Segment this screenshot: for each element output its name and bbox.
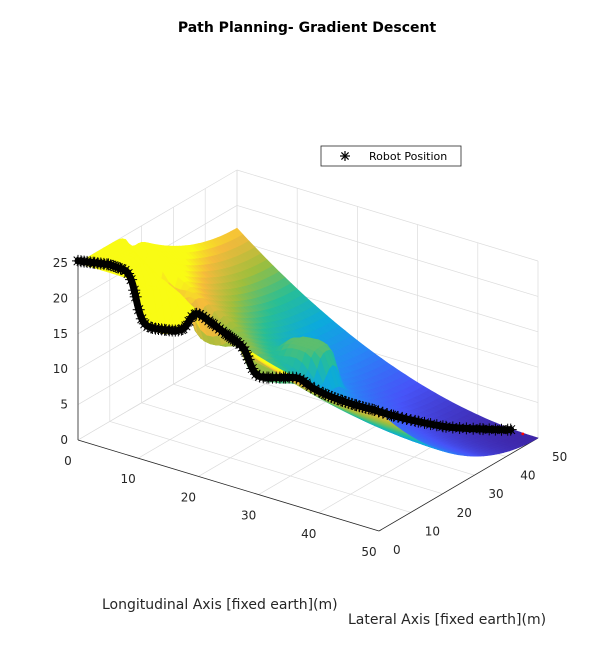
robot-position-marker	[290, 371, 303, 384]
potential-surface	[77, 227, 539, 457]
x-axis-label: Longitudinal Axis [fixed earth](m)	[102, 597, 338, 613]
robot-position-marker	[504, 423, 517, 436]
robot-position-marker	[308, 383, 321, 395]
grid-line	[236, 240, 539, 333]
x-tick-label: 10	[121, 472, 136, 486]
grid-line	[77, 346, 238, 441]
robot-position-marker	[430, 419, 443, 432]
robot-position-marker	[412, 415, 425, 428]
z-tick-label: 10	[53, 362, 68, 376]
z-tick-label: 0	[60, 433, 68, 447]
robot-position-marker	[128, 284, 141, 297]
robot-position-marker	[183, 315, 195, 328]
legend-label: Robot Position	[369, 150, 447, 163]
x-tick-label: 20	[181, 490, 196, 504]
robot-position-marker	[460, 422, 473, 435]
grid-line	[109, 421, 411, 513]
robot-path	[72, 254, 525, 436]
y-tick-label: 40	[520, 469, 535, 483]
x-tick-label: 50	[361, 545, 376, 559]
robot-position-marker	[132, 303, 145, 316]
grid-line	[236, 205, 539, 297]
robot-position-marker	[129, 290, 142, 303]
legend: Robot Position	[320, 145, 462, 167]
robot-position-marker	[236, 341, 249, 353]
legend-marker-asterisk-icon	[340, 151, 350, 161]
robot-position-marker	[125, 273, 138, 286]
y-tick-label: 50	[552, 450, 567, 464]
robot-position-marker	[467, 422, 480, 435]
chart-title: Path Planning- Gradient Descent	[178, 20, 437, 36]
y-tick-label: 30	[488, 487, 503, 501]
tick-labels: 0 10 20 30 40 50 0 10 20 30 40 50 0 5 10 15 20 25	[53, 256, 568, 559]
z-tick-label: 20	[53, 291, 68, 305]
x-tick-label: 40	[301, 527, 316, 541]
x-tick-label: 0	[64, 454, 72, 468]
goal-marker	[521, 432, 525, 436]
robot-position-marker	[102, 258, 115, 271]
grid-line	[236, 169, 539, 262]
z-tick-label: 25	[53, 256, 68, 270]
y-tick-label: 20	[457, 506, 472, 520]
legend-box	[320, 145, 462, 167]
grid-line	[173, 383, 475, 476]
y-tick-label: 0	[393, 543, 401, 557]
y-axis-label: Lateral Axis [fixed earth](m)	[348, 612, 546, 628]
z-tick-label: 5	[60, 398, 68, 412]
robot-position-marker	[418, 416, 431, 429]
z-tick-label: 15	[53, 327, 68, 341]
x-axis-line	[77, 439, 380, 532]
robot-position-marker	[424, 418, 437, 431]
grid-line	[141, 402, 443, 495]
robot-position-marker	[440, 420, 452, 433]
x-tick-label: 30	[241, 509, 256, 523]
robot-position-marker	[242, 353, 255, 366]
y-tick-label: 10	[425, 524, 440, 538]
y-axis-line	[378, 437, 539, 532]
